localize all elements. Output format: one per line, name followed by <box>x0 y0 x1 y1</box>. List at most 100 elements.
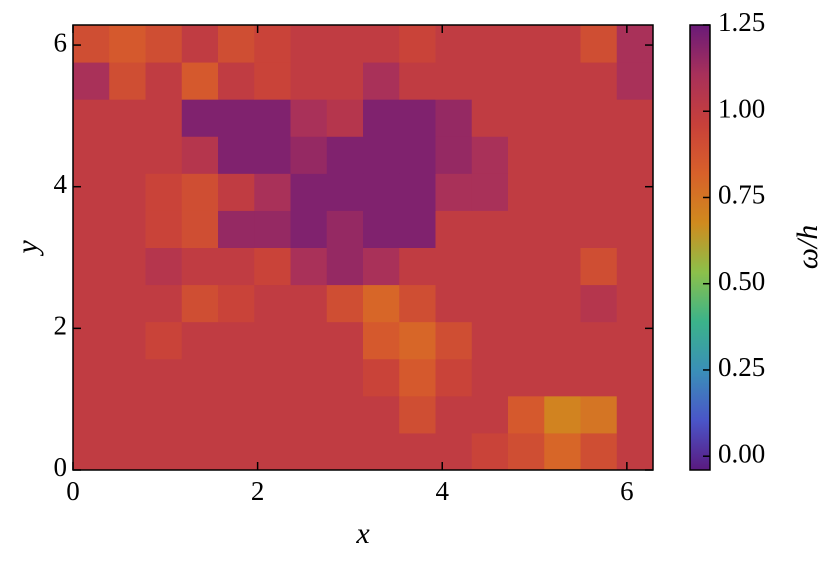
heatmap-cell <box>363 210 400 248</box>
heatmap-cell <box>435 99 473 137</box>
heatmap-cell <box>181 321 219 360</box>
colorbar-label: ω/h <box>791 225 824 270</box>
heatmap-cell <box>145 99 183 137</box>
heatmap-cell <box>181 25 219 63</box>
heatmap-cell <box>181 432 219 471</box>
heatmap-cell <box>290 62 328 100</box>
heatmap-cell <box>326 173 364 211</box>
heatmap-cell <box>254 358 291 397</box>
heatmap-cell <box>435 210 473 248</box>
heatmap-cell <box>471 173 509 211</box>
heatmap-cell <box>290 210 328 248</box>
heatmap-cell <box>109 62 146 100</box>
heatmap-cell <box>580 136 618 174</box>
heatmap-cell <box>218 432 255 471</box>
colorbar-tick-label: 0.75 <box>718 180 765 210</box>
y-axis-label: y <box>11 240 44 257</box>
colorbar-tick-label: 0.25 <box>718 352 765 382</box>
heatmap-cell <box>109 99 146 137</box>
heatmap-cell <box>471 358 509 397</box>
heatmap-cell <box>363 247 400 286</box>
heatmap-cell <box>435 284 473 323</box>
heatmap-cell <box>580 432 618 471</box>
heatmap-cell <box>363 136 400 174</box>
heatmap-cell <box>580 25 618 63</box>
heatmap-cell <box>254 62 291 100</box>
x-axis-label: x <box>355 517 370 550</box>
heatmap-cell <box>435 321 473 360</box>
heatmap-cell <box>580 284 618 323</box>
heatmap-cell <box>181 136 219 174</box>
heatmap-cell <box>616 173 654 211</box>
y-tick-label: 0 <box>54 452 68 482</box>
heatmap-cell <box>544 432 581 471</box>
heatmap-cell <box>435 358 473 397</box>
heatmap-cell <box>218 247 255 286</box>
heatmap-cell <box>580 358 618 397</box>
heatmap-cell <box>109 395 146 434</box>
heatmap-cell <box>326 321 364 360</box>
heatmap-cell <box>73 99 110 137</box>
x-tick-label: 4 <box>435 476 449 506</box>
heatmap-cell <box>471 284 509 323</box>
x-tick-label: 2 <box>251 476 265 506</box>
heatmap-cell <box>290 395 328 434</box>
heatmap-cell <box>145 136 183 174</box>
heatmap-cell <box>580 395 618 434</box>
heatmap-cell <box>580 210 618 248</box>
heatmap-cell <box>544 173 581 211</box>
heatmap-cell <box>109 173 146 211</box>
heatmap-cell <box>254 432 291 471</box>
heatmap-cell <box>544 247 581 286</box>
colorbar-tick-label: 0.00 <box>718 438 765 468</box>
heatmap-cell <box>544 395 581 434</box>
heatmap-cell <box>326 284 364 323</box>
heatmap-cell <box>435 173 473 211</box>
heatmap-cell <box>471 25 509 63</box>
heatmap-cell <box>616 247 654 286</box>
heatmap-cell <box>435 432 473 471</box>
heatmap-cell <box>254 247 291 286</box>
heatmap-cell <box>218 99 255 137</box>
heatmap-cell <box>181 62 219 100</box>
heatmap-cell <box>290 136 328 174</box>
heatmap-cell <box>145 358 183 397</box>
heatmap-cell <box>399 210 436 248</box>
heatmap-cell <box>508 25 545 63</box>
heatmap-cell <box>508 62 545 100</box>
heatmap-cell <box>109 284 146 323</box>
heatmap-cell <box>616 210 654 248</box>
heatmap-cell <box>73 62 110 100</box>
heatmap-cell <box>73 395 110 434</box>
heatmap-cell <box>326 358 364 397</box>
heatmap-cell <box>254 173 291 211</box>
heatmap-cell <box>616 321 654 360</box>
heatmap-cell <box>363 99 400 137</box>
plot-frame <box>72 24 654 471</box>
heatmap-cell <box>580 99 618 137</box>
heatmap-cell <box>616 395 654 434</box>
heatmap-cell <box>218 395 255 434</box>
heatmap-cell <box>508 136 545 174</box>
heatmap-cell <box>326 25 364 63</box>
heatmap-cell <box>399 62 436 100</box>
heatmap-cell <box>363 25 400 63</box>
heatmap-cell <box>616 99 654 137</box>
heatmap-cell <box>580 173 618 211</box>
heatmap-cell <box>508 395 545 434</box>
y-tick-label: 6 <box>54 27 68 57</box>
heatmap-cell <box>218 321 255 360</box>
heatmap-cell <box>616 432 654 471</box>
heatmap-cell <box>73 210 110 248</box>
heatmap-cell <box>73 247 110 286</box>
heatmap-cell <box>363 395 400 434</box>
heatmap-cell <box>326 395 364 434</box>
heatmap-cell <box>399 432 436 471</box>
heatmap-cell <box>109 358 146 397</box>
heatmap-cell <box>109 247 146 286</box>
heatmap-cell <box>73 136 110 174</box>
heatmap-cell <box>181 284 219 323</box>
heatmap-cell <box>290 358 328 397</box>
heatmap-cell <box>254 284 291 323</box>
heatmap-cell <box>290 99 328 137</box>
